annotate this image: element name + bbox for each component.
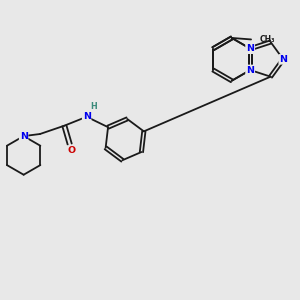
Text: H: H (90, 102, 97, 111)
Text: O: O (67, 146, 75, 155)
Text: CH₃: CH₃ (260, 35, 275, 44)
Text: N: N (246, 44, 254, 53)
Text: N: N (279, 55, 287, 64)
Text: N: N (82, 112, 91, 121)
Text: N: N (20, 132, 28, 141)
Text: N: N (246, 44, 254, 53)
Text: N: N (246, 65, 254, 74)
Text: N: N (246, 65, 254, 74)
